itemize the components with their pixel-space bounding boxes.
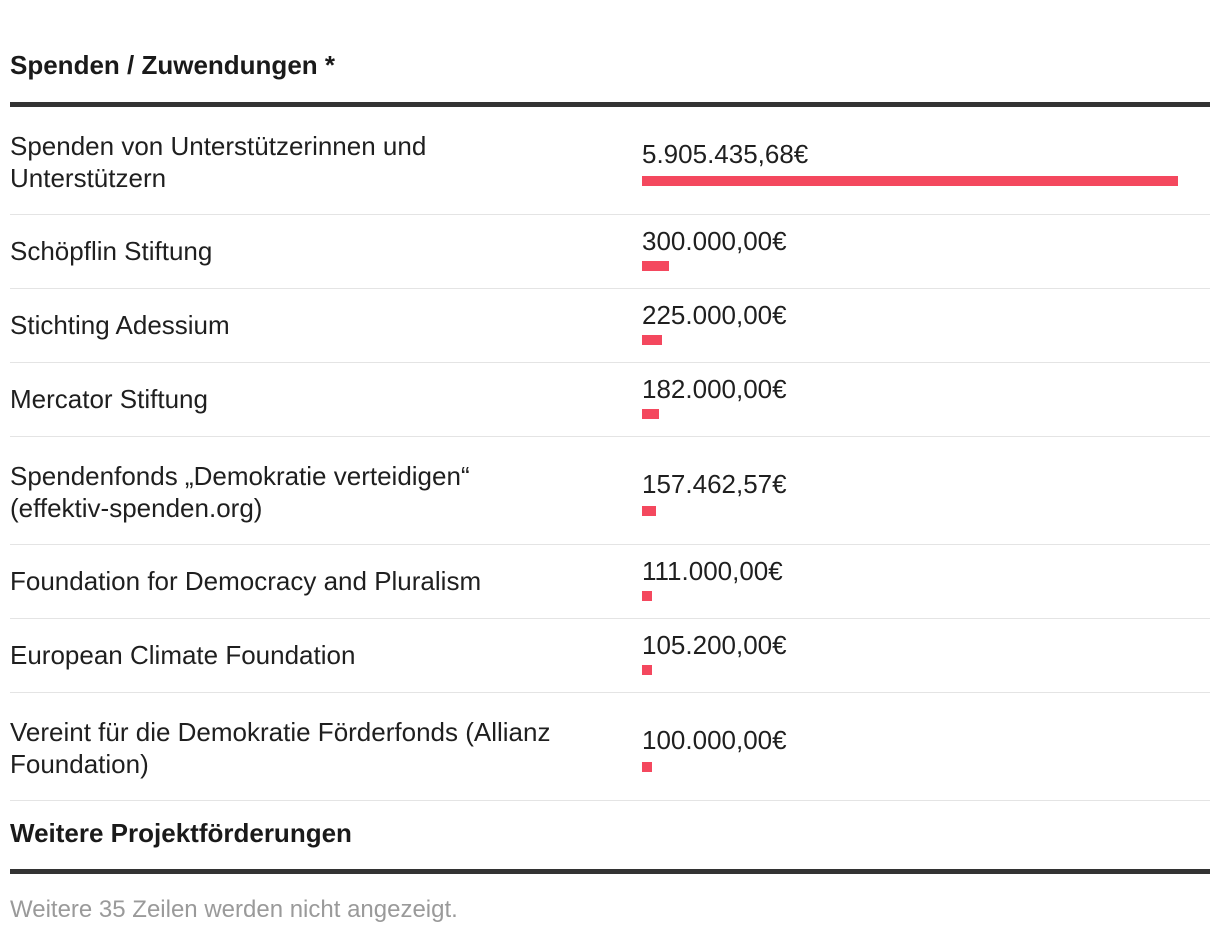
row-value: 5.905.435,68€ (642, 139, 809, 169)
value-bar (642, 665, 652, 675)
value-bar (642, 261, 669, 271)
value-bar (642, 409, 659, 419)
table-row: Spendenfonds „Demokratie verteidigen“ (e… (10, 437, 1210, 545)
table-row: Vereint für die Demokratie Förderfonds (… (10, 693, 1210, 801)
row-value: 182.000,00€ (642, 374, 787, 404)
table-row: Foundation for Democracy and Pluralism 11… (10, 545, 1210, 619)
header-rule (10, 102, 1210, 107)
table-row: Mercator Stiftung 182.000,00€ (10, 363, 1210, 437)
row-label: Vereint für die Demokratie Förderfonds (… (10, 717, 551, 779)
table-row: Stichting Adessium 225.000,00€ (10, 289, 1210, 363)
row-label: Stichting Adessium (10, 310, 230, 340)
row-label: Mercator Stiftung (10, 384, 208, 414)
footer-rule (10, 869, 1210, 874)
row-label: Foundation for Democracy and Pluralism (10, 566, 482, 596)
value-bar (642, 335, 662, 345)
value-bar (642, 591, 652, 601)
value-bar (642, 762, 652, 772)
row-value: 157.462,57€ (642, 469, 787, 499)
row-value: 105.200,00€ (642, 630, 787, 660)
table-row: Schöpflin Stiftung 300.000,00€ (10, 215, 1210, 289)
row-label: Schöpflin Stiftung (10, 236, 213, 266)
table-row: Spenden von Unterstützerinnen und Unters… (10, 107, 1210, 215)
row-value: 111.000,00€ (642, 556, 783, 586)
section-title: Spenden / Zuwendungen * (10, 50, 335, 80)
hidden-rows-note: Weitere 35 Zeilen werden nicht angezeigt… (10, 896, 458, 923)
value-bar (642, 176, 1178, 186)
table-row: European Climate Foundation 105.200,00€ (10, 619, 1210, 693)
row-value: 300.000,00€ (642, 226, 787, 256)
row-label: European Climate Foundation (10, 640, 356, 670)
footer-section-title: Weitere Projektförderungen (10, 818, 352, 848)
row-label: Spenden von Unterstützerinnen und Unters… (10, 131, 427, 193)
row-value: 225.000,00€ (642, 300, 787, 330)
value-bar (642, 506, 656, 516)
table-rows: Spenden von Unterstützerinnen und Unters… (10, 107, 1210, 801)
row-label: Spendenfonds „Demokratie verteidigen“ (e… (10, 461, 470, 523)
row-value: 100.000,00€ (642, 725, 787, 755)
